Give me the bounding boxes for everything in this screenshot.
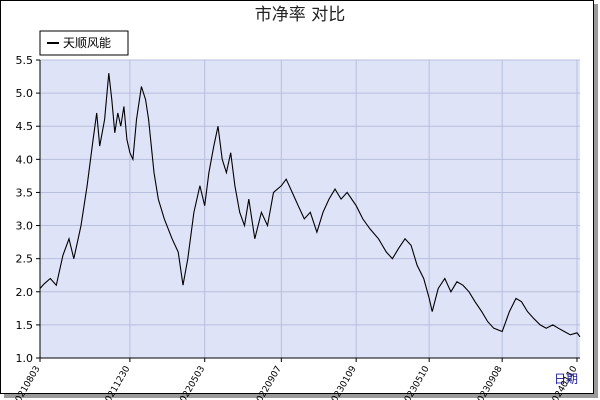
y-tick-label: 5.5 (16, 54, 34, 67)
chart-title: 市净率 对比 (255, 5, 345, 25)
series-line (39, 73, 581, 338)
y-tick-label: 1.5 (16, 319, 34, 332)
y-tick-label: 4.0 (16, 153, 34, 166)
legend: 天顺风能 (39, 30, 129, 56)
y-axis-ticks: 1.0 1.5 2.0 2.5 3.0 3.5 4.0 4.5 5.0 5.5 (16, 54, 40, 365)
y-tick-label: 5.0 (16, 87, 34, 100)
x-tick-label: 20230908 (473, 364, 505, 400)
y-tick-label: 4.5 (16, 120, 34, 133)
x-tick-label: 20230510 (400, 364, 432, 400)
y-tick-label: 3.5 (16, 186, 34, 199)
legend-label: 天顺风能 (63, 36, 111, 50)
x-tick-label: 20230109 (327, 364, 359, 400)
y-tick-label: 2.0 (16, 286, 34, 299)
y-tick-label: 1.0 (16, 352, 34, 365)
x-tick-label: 20220503 (176, 365, 208, 400)
x-axis-label: 日期 (554, 372, 578, 386)
plot-area (40, 60, 580, 358)
series-group (39, 73, 581, 338)
x-tick-label: 20210803 (11, 365, 43, 400)
y-tick-label: 2.5 (16, 253, 34, 266)
x-tick-label: 20220907 (252, 365, 284, 400)
y-tick-label: 3.0 (16, 220, 34, 233)
x-axis-ticks: 20210803 20211230 20220503 20220907 20230109… (11, 358, 580, 400)
x-tick-label: 20211230 (101, 364, 133, 400)
